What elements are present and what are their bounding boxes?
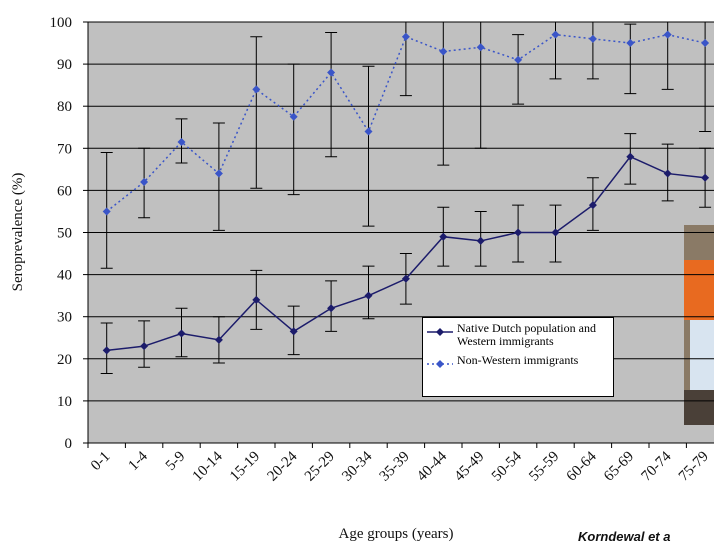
y-tick-label: 90 [57,57,72,73]
x-tick-label: 45-49 [451,449,487,485]
x-tick-label: 40-44 [414,448,450,484]
x-tick-label: 20-24 [264,448,300,484]
legend-swatch [427,328,453,336]
legend-label: Native Dutch population and Western immi… [457,322,609,348]
y-tick-label: 80 [57,99,72,115]
x-tick-label: 10-14 [190,448,226,484]
x-tick-label: 25-29 [302,449,338,485]
x-tick-label: 50-54 [489,448,525,484]
legend-item: Non-Western immigrants [427,354,609,368]
y-tick-label: 60 [57,183,72,199]
y-tick-label: 10 [57,394,72,410]
photo [684,225,714,425]
y-tick-label: 30 [57,310,72,326]
x-tick-label: 30-34 [339,448,375,484]
x-tick-label: 0-1 [88,449,113,474]
x-tick-label: 60-64 [564,448,600,484]
x-tick-label: 55-59 [526,449,562,485]
x-tick-label: 1-4 [125,448,151,474]
x-tick-label: 35-39 [377,449,413,485]
y-tick-label: 20 [57,352,72,368]
x-axis-label: Age groups (years) [339,526,454,542]
y-tick-label: 40 [57,268,72,284]
y-tick-label: 70 [57,141,72,157]
page: Seroprevalence (%) Age groups (years) Ko… [0,0,714,546]
chart: Seroprevalence (%) Age groups (years) Ko… [0,0,714,546]
x-tick-label: 5-9 [163,449,188,474]
legend-label: Non-Western immigrants [457,354,578,367]
legend-swatch [427,360,453,368]
y-tick-label: 0 [65,436,73,452]
y-axis-label: Seroprevalence (%) [10,173,26,292]
y-tick-label: 50 [57,226,72,242]
source: Korndewal et a [578,529,670,544]
x-tick-label: 70-74 [638,448,674,484]
x-tick-label: 15-19 [227,449,263,485]
legend-item: Native Dutch population and Western immi… [427,322,609,348]
x-tick-label: 75-79 [676,449,712,485]
x-tick-label: 65-69 [601,449,637,485]
y-tick-label: 100 [50,15,73,31]
legend: Native Dutch population and Western immi… [422,317,614,397]
